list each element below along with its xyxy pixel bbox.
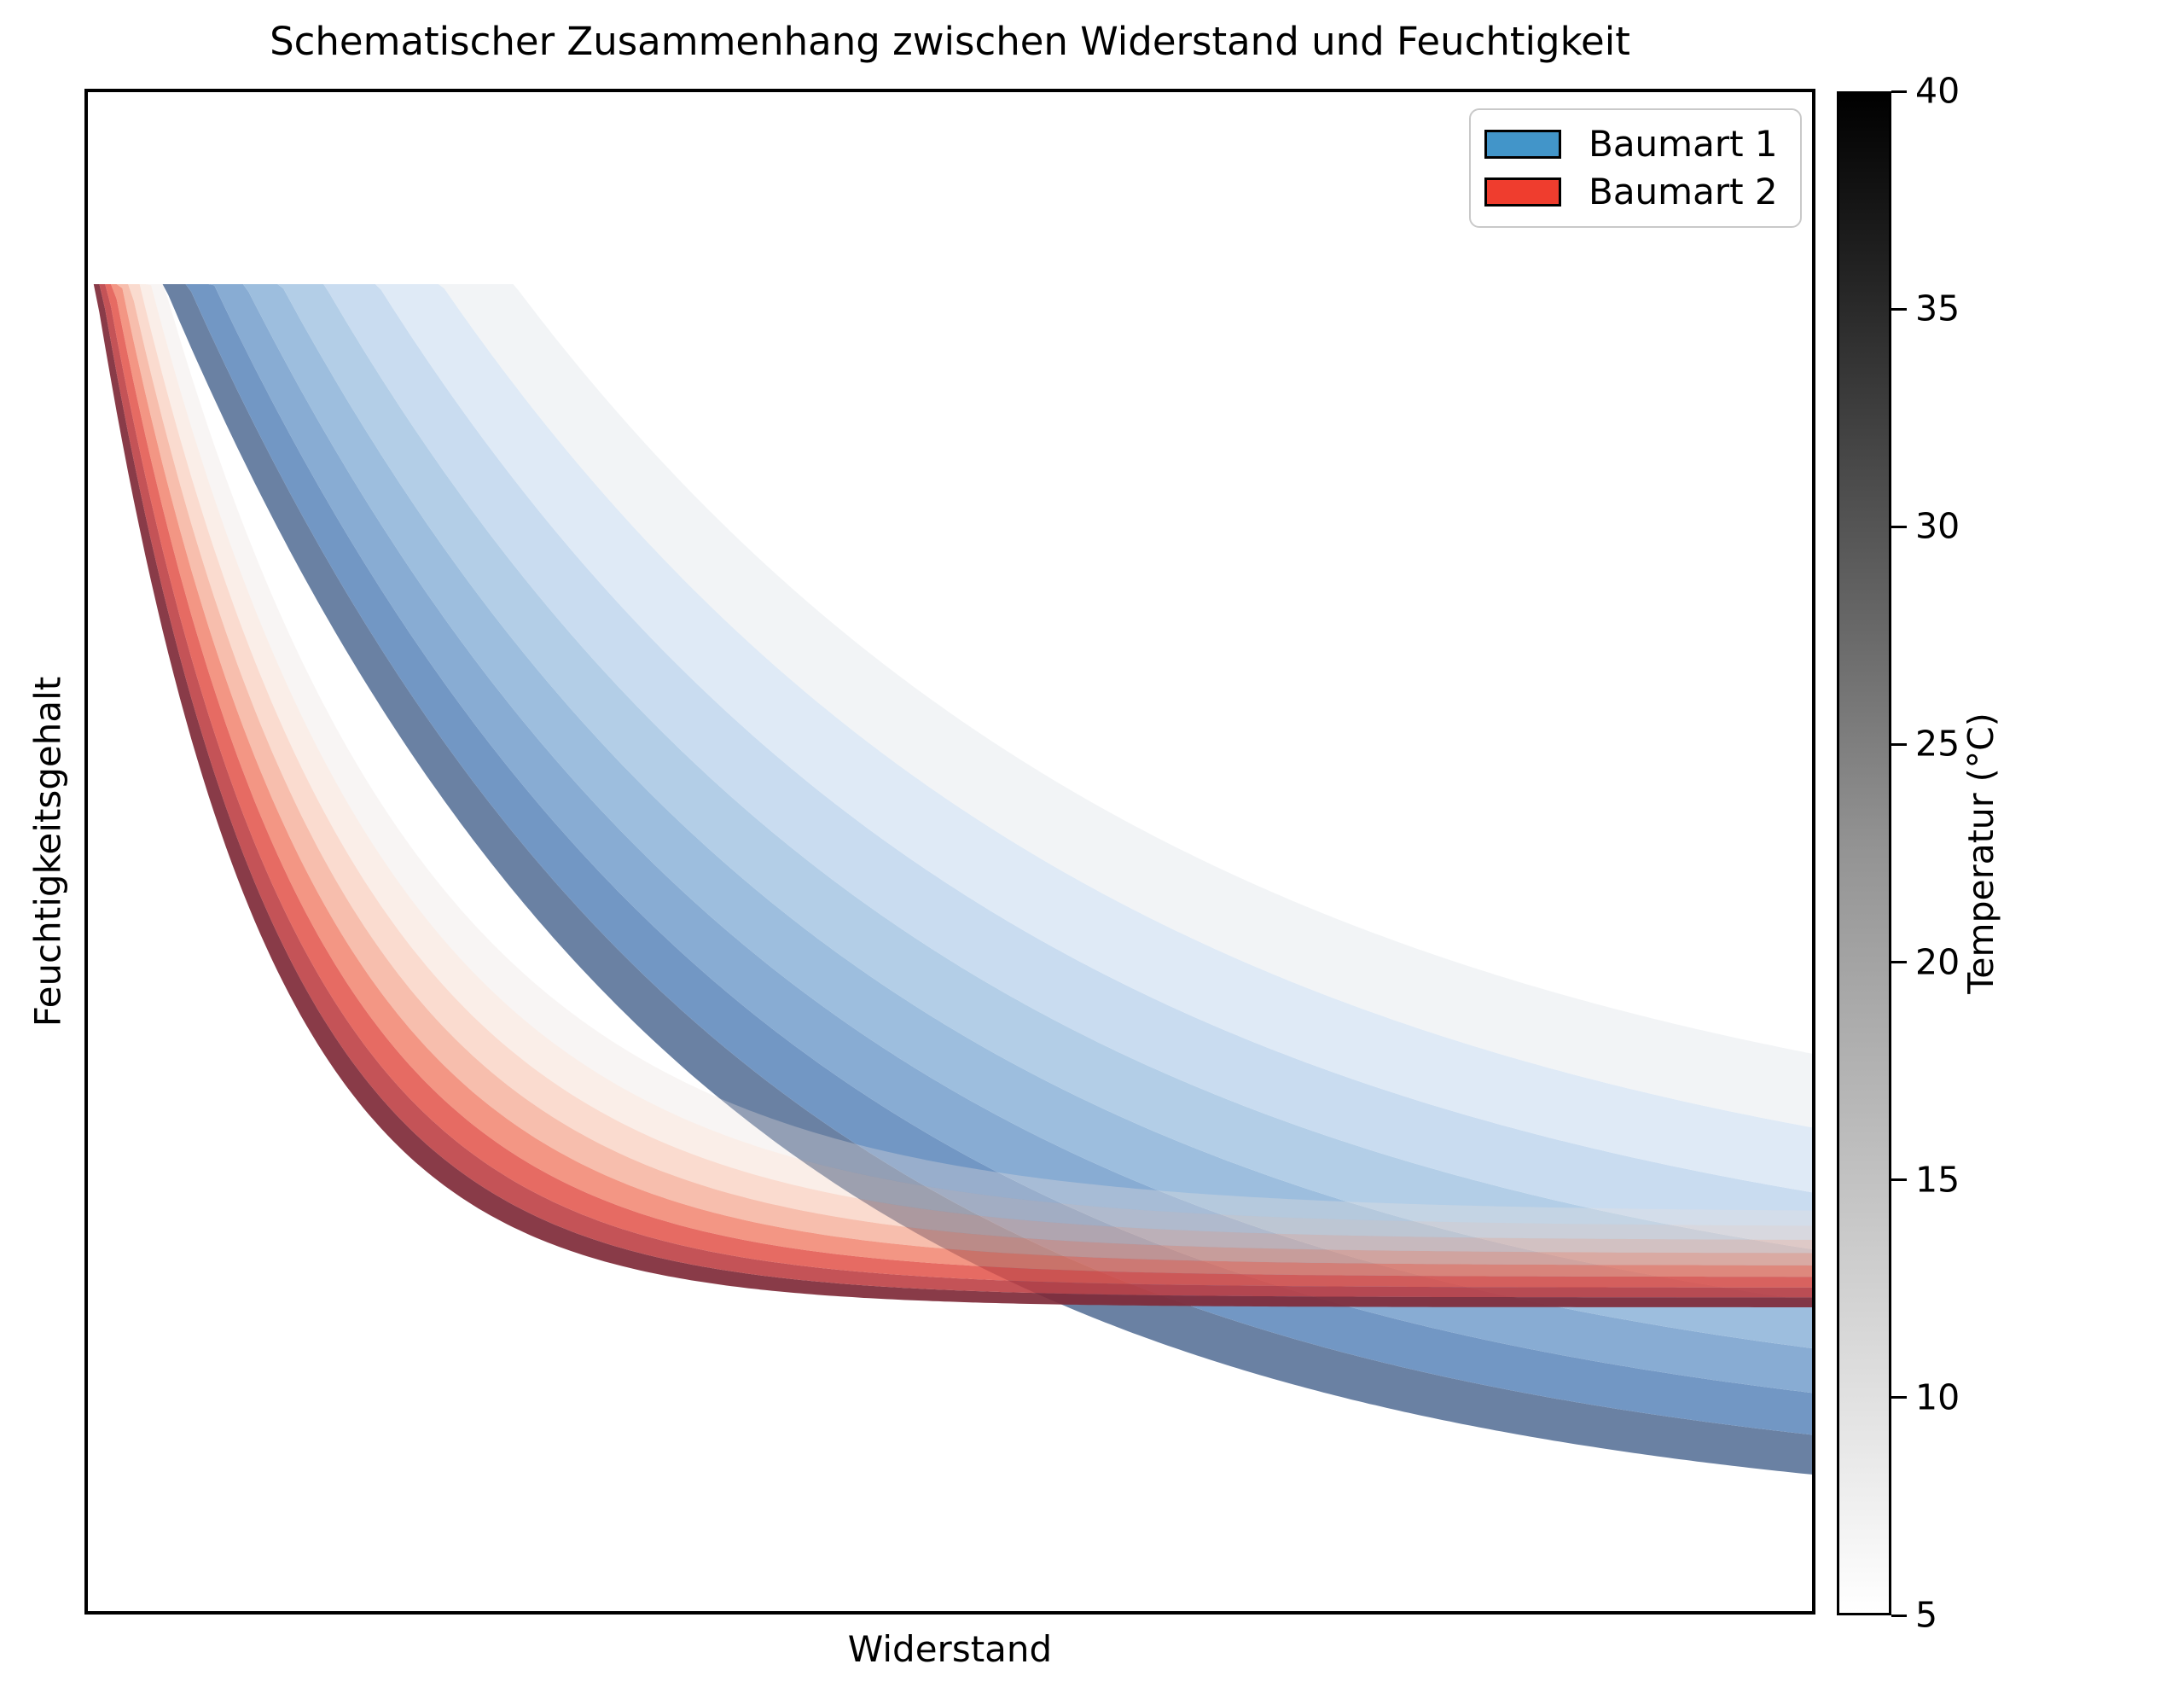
colorbar [1837, 91, 1891, 1615]
plot-area [84, 89, 1815, 1615]
colorbar-ticklabel-30: 30 [1915, 505, 1960, 547]
colorbar-ticklabel-15: 15 [1915, 1159, 1960, 1201]
band-baumart-1-t35 [88, 283, 1812, 1435]
band-baumart-1-t10 [88, 283, 1812, 1193]
colorbar-ticklabel-5: 5 [1915, 1594, 1938, 1636]
colorbar-tick-20 [1891, 961, 1907, 964]
legend-item-baumart-2: Baumart 2 [1484, 174, 1783, 210]
band-baumart-1-t15 [88, 283, 1812, 1249]
colorbar-ticklabel-40: 40 [1915, 70, 1960, 112]
band-baumart-2-t5 [88, 283, 1812, 1226]
colorbar-tick-25 [1891, 742, 1907, 746]
chart-title: Schematischer Zusammenhang zwischen Wide… [270, 19, 1630, 64]
x-axis-label: Widerstand [847, 1628, 1053, 1670]
band-baumart-1-t5 [88, 283, 1812, 1128]
colorbar-tick-40 [1891, 90, 1907, 93]
colorbar-ticklabel-20: 20 [1915, 941, 1960, 983]
bands-svg [88, 283, 1812, 1475]
y-axis-label: Feuchtigkeitsgehalt [26, 676, 69, 1027]
colorbar-tick-10 [1891, 1396, 1907, 1399]
colorbar-tick-5 [1891, 1614, 1907, 1617]
legend-swatch-baumart-2 [1484, 177, 1561, 207]
colorbar-ticklabel-25: 25 [1915, 723, 1960, 765]
colorbar-ticklabel-10: 10 [1915, 1376, 1960, 1418]
legend-swatch-baumart-1 [1484, 129, 1561, 159]
colorbar-tick-30 [1891, 525, 1907, 528]
legend-item-baumart-1: Baumart 1 [1484, 122, 1783, 165]
colorbar-label: Temperatur (°C) [1960, 713, 2001, 994]
colorbar-tick-35 [1891, 307, 1907, 311]
legend-label-baumart-2: Baumart 2 [1589, 171, 1778, 213]
legend-label-baumart-1: Baumart 1 [1589, 122, 1778, 165]
colorbar-ticklabel-35: 35 [1915, 288, 1960, 329]
colorbar-tick-15 [1891, 1178, 1907, 1182]
legend: Baumart 1 Baumart 2 [1469, 108, 1802, 228]
